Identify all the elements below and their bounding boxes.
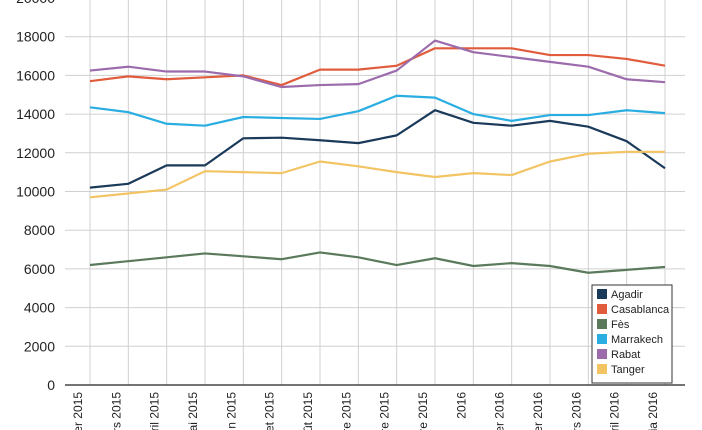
series-line <box>89 150 665 199</box>
x-tick-label: ia 2016 <box>646 392 660 430</box>
axis: 0 2000 4000 6000 8000 10000 12000 14000 16000 180… <box>16 0 685 430</box>
x-tick-label: rs 2015 <box>109 392 123 430</box>
series-line <box>89 39 666 89</box>
y-tick-label: 4000 <box>24 300 55 316</box>
y-tick-label: 2000 <box>24 338 55 354</box>
series-line <box>89 94 666 127</box>
legend-label: Fès <box>611 319 630 331</box>
legend-swatch <box>597 334 607 344</box>
series-line <box>89 109 666 189</box>
y-tick-label: 14000 <box>16 106 55 122</box>
x-tick-label: re 2015 <box>339 392 353 430</box>
lines <box>89 39 666 274</box>
y-tick-label: 0 <box>47 377 55 393</box>
legend-label: Casablanca <box>611 304 670 316</box>
x-tick-label: ril 2015 <box>148 392 162 430</box>
legend-swatch <box>597 349 607 359</box>
y-tick-label: 6000 <box>24 261 55 277</box>
x-tick-label: 2016 <box>454 392 468 419</box>
x-tick-label: er 2016 <box>493 392 507 430</box>
legend-label: Tanger <box>611 364 645 376</box>
legend-label: Agadir <box>611 289 643 301</box>
y-tick-label: 20000 <box>16 0 55 6</box>
legend-swatch <box>597 289 607 299</box>
x-tick-label: er 2015 <box>71 392 85 430</box>
x-tick-label: er 2016 <box>531 392 545 430</box>
x-tick-label: re 2015 <box>416 392 430 430</box>
x-tick-label: rs 2016 <box>569 392 583 430</box>
legend-swatch <box>597 304 607 314</box>
y-tick-label: 8000 <box>24 222 55 238</box>
x-tick-label: ril 2016 <box>608 392 622 430</box>
y-tick-label: 18000 <box>16 29 55 45</box>
y-tick-label: 16000 <box>16 67 55 83</box>
x-tick-label: et 2015 <box>263 392 277 430</box>
x-tick-label: ai 2015 <box>186 392 200 430</box>
legend-label: Rabat <box>611 349 640 361</box>
x-tick-label: ût 2015 <box>301 392 315 430</box>
legend-swatch <box>597 319 607 329</box>
y-tick-label: 12000 <box>16 145 55 161</box>
y-tick-label: 10000 <box>16 184 55 200</box>
grid <box>65 0 685 386</box>
legend-label: Marrakech <box>611 334 663 346</box>
x-tick-label: n 2015 <box>224 392 238 429</box>
legend: Agadir Casablanca Fès Marrakech Rabat Tanger <box>591 284 673 384</box>
series-line <box>89 47 666 87</box>
series-line <box>89 251 666 274</box>
x-tick-label: re 2015 <box>378 392 392 430</box>
legend-swatch <box>597 364 607 374</box>
